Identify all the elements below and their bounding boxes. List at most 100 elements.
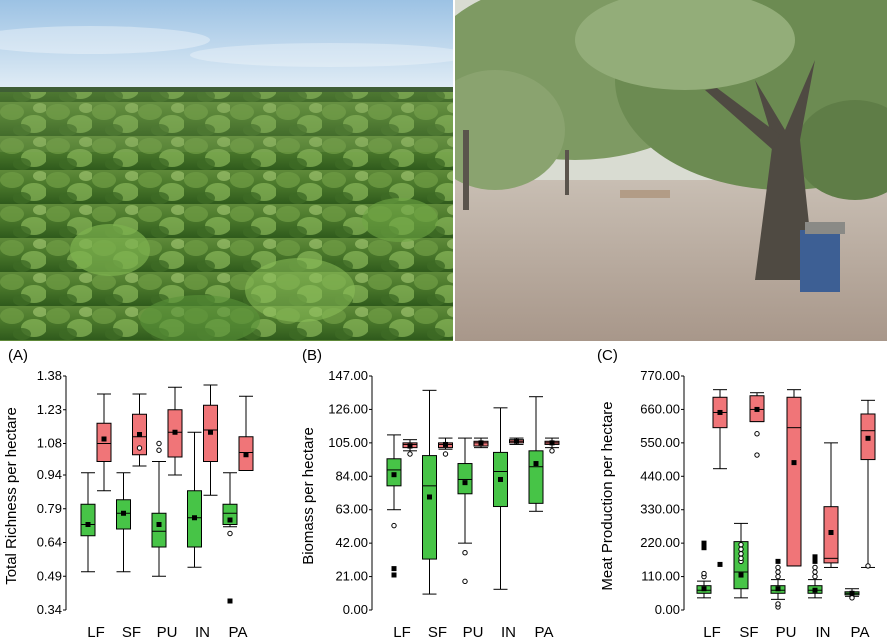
mean-marker: [427, 494, 432, 500]
box-green-pu: [457, 437, 473, 585]
mean-marker: [478, 440, 484, 446]
mean-marker: [121, 510, 126, 516]
mean-marker: [717, 409, 723, 415]
mean-marker: [701, 586, 707, 592]
panel-label-a: (A): [8, 347, 28, 364]
box-green-lf: [696, 540, 712, 599]
mean-marker: [192, 515, 197, 521]
y-ticks-a: 1.38 1.23 1.08 0.94 0.79 0.64 0.49 0.34: [37, 368, 67, 617]
x-category-label: IN: [195, 624, 210, 641]
mean-marker: [498, 476, 503, 482]
box-red-lf: [712, 389, 728, 567]
x-category-label: PA: [535, 624, 554, 641]
outlier-point: [391, 572, 397, 578]
y-tick-label: 770.00: [640, 368, 680, 383]
y-tick-label: 330.00: [640, 502, 680, 517]
box-iqr: [151, 512, 167, 548]
outlier-point: [156, 440, 162, 447]
outlier-point: [812, 564, 818, 571]
mean-marker: [775, 586, 781, 592]
x-category-label: SF: [428, 624, 447, 641]
x-category-label: SF: [739, 624, 758, 641]
y-tick-label: 0.00: [655, 602, 680, 617]
mean-marker: [172, 429, 178, 435]
box-green-lf: [386, 434, 402, 578]
y-tick-label: 63.00: [335, 502, 368, 517]
x-category-label: PA: [851, 624, 870, 641]
mean-marker: [533, 461, 539, 467]
box-green-pa: [844, 588, 860, 601]
box-red-pa: [238, 395, 254, 471]
y-axis-title-a: Total Richness per hectare: [3, 407, 20, 585]
box-green-pa: [222, 472, 238, 604]
outlier-point: [775, 564, 781, 571]
y-tick-label: 0.49: [37, 568, 62, 583]
sunflower-field-photo: [0, 0, 453, 341]
outlier-point: [738, 551, 744, 557]
x-category-label: LF: [87, 624, 105, 641]
outlier-point: [701, 540, 707, 546]
chart-panel-b: (B) Biomass per hectare 147.00 126.00 105.…: [300, 347, 560, 641]
box-green-sf: [422, 389, 437, 595]
x-category-label: PU: [157, 624, 178, 641]
outlier-point: [462, 549, 468, 556]
x-category-label: IN: [816, 624, 831, 641]
mean-marker: [443, 441, 448, 447]
y-tick-label: 42.00: [335, 535, 368, 550]
boxes-a: [80, 384, 254, 604]
mean-marker: [101, 436, 107, 442]
mean-marker: [738, 572, 744, 578]
mean-marker: [227, 517, 233, 523]
outlier-point: [775, 558, 781, 564]
outlier-point: [462, 578, 468, 585]
outlier-point: [812, 569, 818, 575]
box-iqr: [528, 450, 544, 504]
outlier-point: [775, 573, 781, 580]
y-tick-label: 0.79: [37, 501, 62, 516]
y-tick-label: 1.23: [37, 402, 62, 417]
box-red-pa: [544, 437, 560, 454]
outlier-point: [227, 598, 233, 604]
outlier-point: [775, 601, 781, 607]
box-green-in: [493, 407, 508, 590]
y-tick-label: 0.64: [37, 535, 62, 550]
box-red-lf: [96, 393, 112, 492]
box-red-sf: [132, 393, 147, 467]
outlier-point: [136, 445, 143, 451]
y-tick-label: 147.00: [328, 368, 368, 383]
y-tick-label: 0.34: [37, 602, 62, 617]
box-green-in: [187, 431, 202, 568]
outlier-point: [865, 563, 871, 569]
outlier-point: [701, 570, 707, 577]
mean-marker: [407, 443, 413, 449]
outlier-point: [391, 566, 397, 572]
x-category-label: PA: [229, 624, 248, 641]
panel-label-c: (C): [597, 347, 618, 364]
y-ticks-c: 770.00 660.00 550.00 440.00 330.00 220.00 110.…: [640, 368, 685, 617]
outlier-point: [227, 530, 233, 537]
x-category-label: LF: [703, 624, 721, 641]
outlier-point: [775, 569, 781, 575]
box-green-pa: [528, 396, 544, 512]
box-iqr: [222, 503, 238, 525]
mean-marker: [391, 472, 397, 478]
box-green-sf: [116, 472, 131, 573]
y-tick-label: 105.00: [328, 435, 368, 450]
outlier-point: [549, 448, 555, 454]
mean-marker: [791, 460, 797, 466]
box-green-lf: [80, 472, 96, 573]
box-iqr: [733, 541, 749, 590]
mean-marker: [514, 438, 519, 444]
mean-marker: [208, 429, 213, 435]
outlier-point: [812, 573, 818, 580]
boxes-b: [386, 389, 560, 595]
y-tick-label: 550.00: [640, 435, 680, 450]
x-category-label: IN: [501, 624, 516, 641]
boxes-c: [696, 389, 876, 610]
y-tick-label: 84.00: [335, 468, 368, 483]
x-category-label: LF: [393, 624, 411, 641]
y-tick-label: 660.00: [640, 401, 680, 416]
y-tick-label: 220.00: [640, 535, 680, 550]
chart-panel-a: (A) Total Richness per hectare 1.381.231…: [3, 347, 254, 641]
x-categories-b: LF SF PU IN PA: [393, 624, 553, 641]
